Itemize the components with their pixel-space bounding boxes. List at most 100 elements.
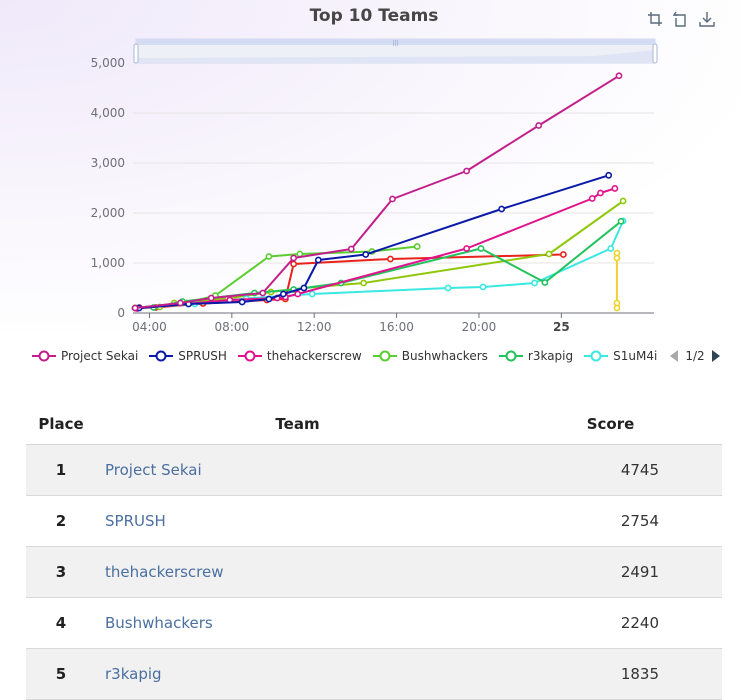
ranking-table: Place Team Score 1 Project Sekai 4745 2 … [26,403,722,700]
datazoom-handle [652,43,658,64]
data-point [617,217,625,225]
line-chart: 0 1,000 2,000 3,000 4,000 5,000 04:00 08:00 12:0… [91,38,658,334]
grid-lines [133,62,654,264]
series-lines [131,72,627,312]
legend-item-bushwhackers[interactable]: Bushwhackers [372,349,488,363]
data-point [559,251,567,258]
data-point [290,260,298,268]
score-cell: 4745 [499,444,722,496]
data-point [613,299,621,307]
data-point [444,284,452,292]
series-line-sprush [139,174,610,309]
table-row: 5 r3kapig 1835 [26,648,722,700]
legend-item-s1um4i[interactable]: S1uM4i [584,349,657,363]
datazoom-slider[interactable]: ||| [133,38,658,64]
data-point [477,245,485,252]
team-cell: Bushwhackers [96,597,499,649]
datazoom-handle [133,43,139,64]
x-tick-label: 08:00 [215,320,250,334]
legend-label: Project Sekai [61,349,139,363]
chart-title: Top 10 Teams [309,6,439,26]
chart-legend: Project Sekai SPRUSH thehackerscrew Bush… [32,346,720,366]
legend-label: Bushwhackers [401,349,488,363]
data-point [176,299,184,307]
data-point [362,251,370,258]
download-icon[interactable] [698,10,716,28]
data-point [613,249,621,257]
x-tick-label: 12:00 [297,320,332,334]
series-line-r3kapig [135,220,622,309]
data-point [290,254,298,262]
table-row: 3 thehackerscrew 2491 [26,546,722,598]
team-link[interactable]: r3kapig [105,665,162,683]
data-point [413,243,421,250]
y-tick-label: 2,000 [91,206,125,220]
data-point [619,197,627,205]
header-team[interactable]: Team [96,403,499,445]
data-point [279,290,287,298]
data-point [308,290,316,298]
axes: 0 1,000 2,000 3,000 4,000 5,000 04:00 08:00 12:0… [91,56,654,334]
legend-marker-icon [237,350,262,362]
x-tick-label: 16:00 [379,320,414,334]
legend-next-icon[interactable] [711,350,720,362]
legend-marker-icon [584,350,609,362]
data-point [597,189,604,197]
legend-label: thehackerscrew [266,349,362,363]
header-place[interactable]: Place [26,403,96,445]
x-tick-label: 25 [553,320,570,334]
legend-item-project-sekai[interactable]: Project Sekai [32,349,138,363]
data-point [479,283,487,291]
datazoom-preview [136,50,655,63]
data-point [531,279,538,287]
legend-page-indicator: 1/2 [685,349,705,363]
legend-marker-icon [149,350,174,362]
data-point [545,250,553,258]
data-point [314,256,322,264]
data-point [463,167,471,175]
series-line-project-sekai [134,74,620,309]
team-cell: SPRUSH [96,495,499,547]
legend-item-r3kapig[interactable]: r3kapig [498,349,573,363]
zoom-icon[interactable] [646,10,664,28]
data-point [389,195,396,203]
data-point [360,279,368,287]
team-link[interactable]: thehackerscrew [105,563,224,581]
x-tick-label: 04:00 [132,320,167,334]
data-point [535,122,543,129]
legend-item-sprush[interactable]: SPRUSH [149,349,227,363]
team-cell: Project Sekai [96,444,499,496]
table-row: 1 Project Sekai 4745 [26,444,722,496]
table-header-row: Place Team Score [26,403,722,445]
score-cell: 1835 [499,648,722,700]
team-cell: r3kapig [96,648,499,700]
zoom-reset-icon[interactable] [672,10,690,28]
data-point [498,205,506,213]
team-link[interactable]: SPRUSH [105,512,166,530]
table-row: 2 SPRUSH 2754 [26,495,722,547]
data-point [259,289,267,297]
place-cell: 2 [26,495,96,547]
place-cell: 4 [26,597,96,649]
data-point [607,245,615,252]
legend-item-thehackerscrew[interactable]: thehackerscrew [237,349,362,363]
place-cell: 3 [26,546,96,598]
legend-prev-icon[interactable] [670,350,679,362]
chart-toolbox [646,10,716,28]
datazoom-mover [136,39,655,45]
data-point [605,171,613,179]
header-score[interactable]: Score [499,403,722,445]
y-tick-label: 3,000 [91,156,125,170]
data-point [387,255,394,263]
y-tick-label: 4,000 [91,106,125,120]
team-link[interactable]: Bushwhackers [105,614,213,632]
data-point [541,279,549,286]
data-point [294,290,302,298]
legend-label: S1uM4i [613,349,658,363]
legend-marker-icon [498,350,523,362]
data-point [347,245,355,253]
y-tick-label: 5,000 [91,56,125,70]
legend-marker-icon [32,350,56,362]
team-link[interactable]: Project Sekai [105,461,202,479]
legend-label: SPRUSH [178,349,227,363]
